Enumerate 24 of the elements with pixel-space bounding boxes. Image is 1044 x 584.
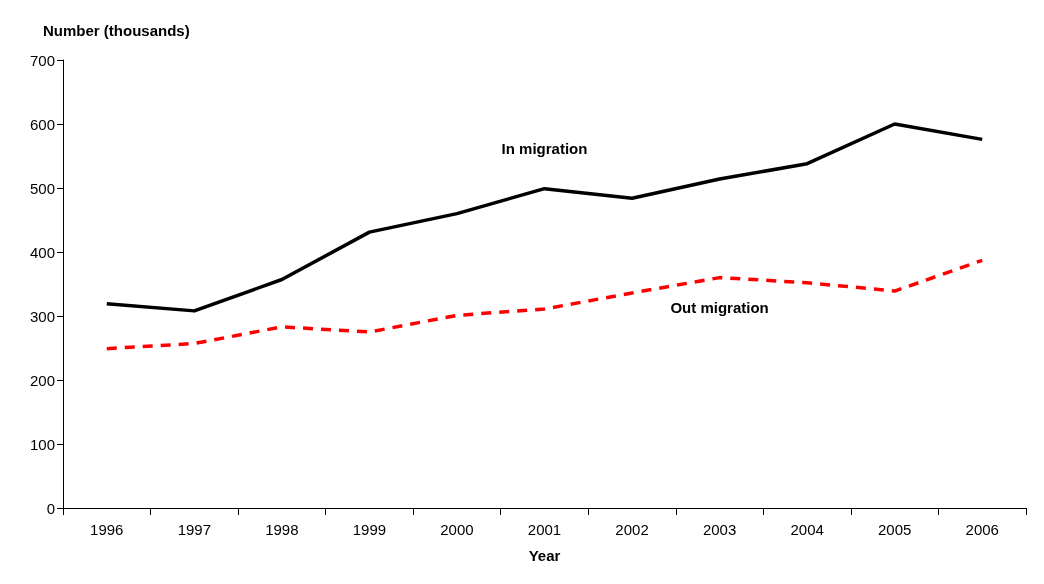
x-tick-label: 2001 bbox=[527, 521, 562, 538]
x-tick-label: 1997 bbox=[177, 521, 212, 538]
y-tick-label: 100 bbox=[29, 435, 55, 453]
line-series bbox=[105, 258, 984, 351]
x-tick-label: 2006 bbox=[965, 521, 999, 538]
y-axis-title: Number (thousands) bbox=[43, 22, 190, 39]
text: In migration bbox=[501, 140, 588, 158]
y-tick-label: 700 bbox=[29, 51, 55, 69]
y-tick-label: 200 bbox=[29, 371, 55, 389]
x-tick-label: 2003 bbox=[702, 521, 737, 538]
x-tick-label: 1998 bbox=[265, 521, 299, 538]
x-tick-label: 2002 bbox=[615, 521, 649, 538]
series-label: Out migration bbox=[670, 299, 769, 317]
y-tick-label: 500 bbox=[29, 179, 55, 197]
y-tick-label: 400 bbox=[29, 243, 55, 261]
x-tick-label: 2004 bbox=[790, 521, 824, 538]
x-tick-label: 2005 bbox=[877, 521, 912, 538]
y-tick-label: 300 bbox=[29, 307, 55, 325]
y-tick-label: 0 bbox=[46, 499, 55, 517]
x-tick-label: 1999 bbox=[352, 521, 387, 538]
y-tick-label: 600 bbox=[29, 115, 55, 133]
x-tick-label: 2000 bbox=[440, 521, 474, 538]
x-axis-title: Year bbox=[528, 547, 561, 564]
x-tick-label: 1996 bbox=[90, 521, 124, 538]
